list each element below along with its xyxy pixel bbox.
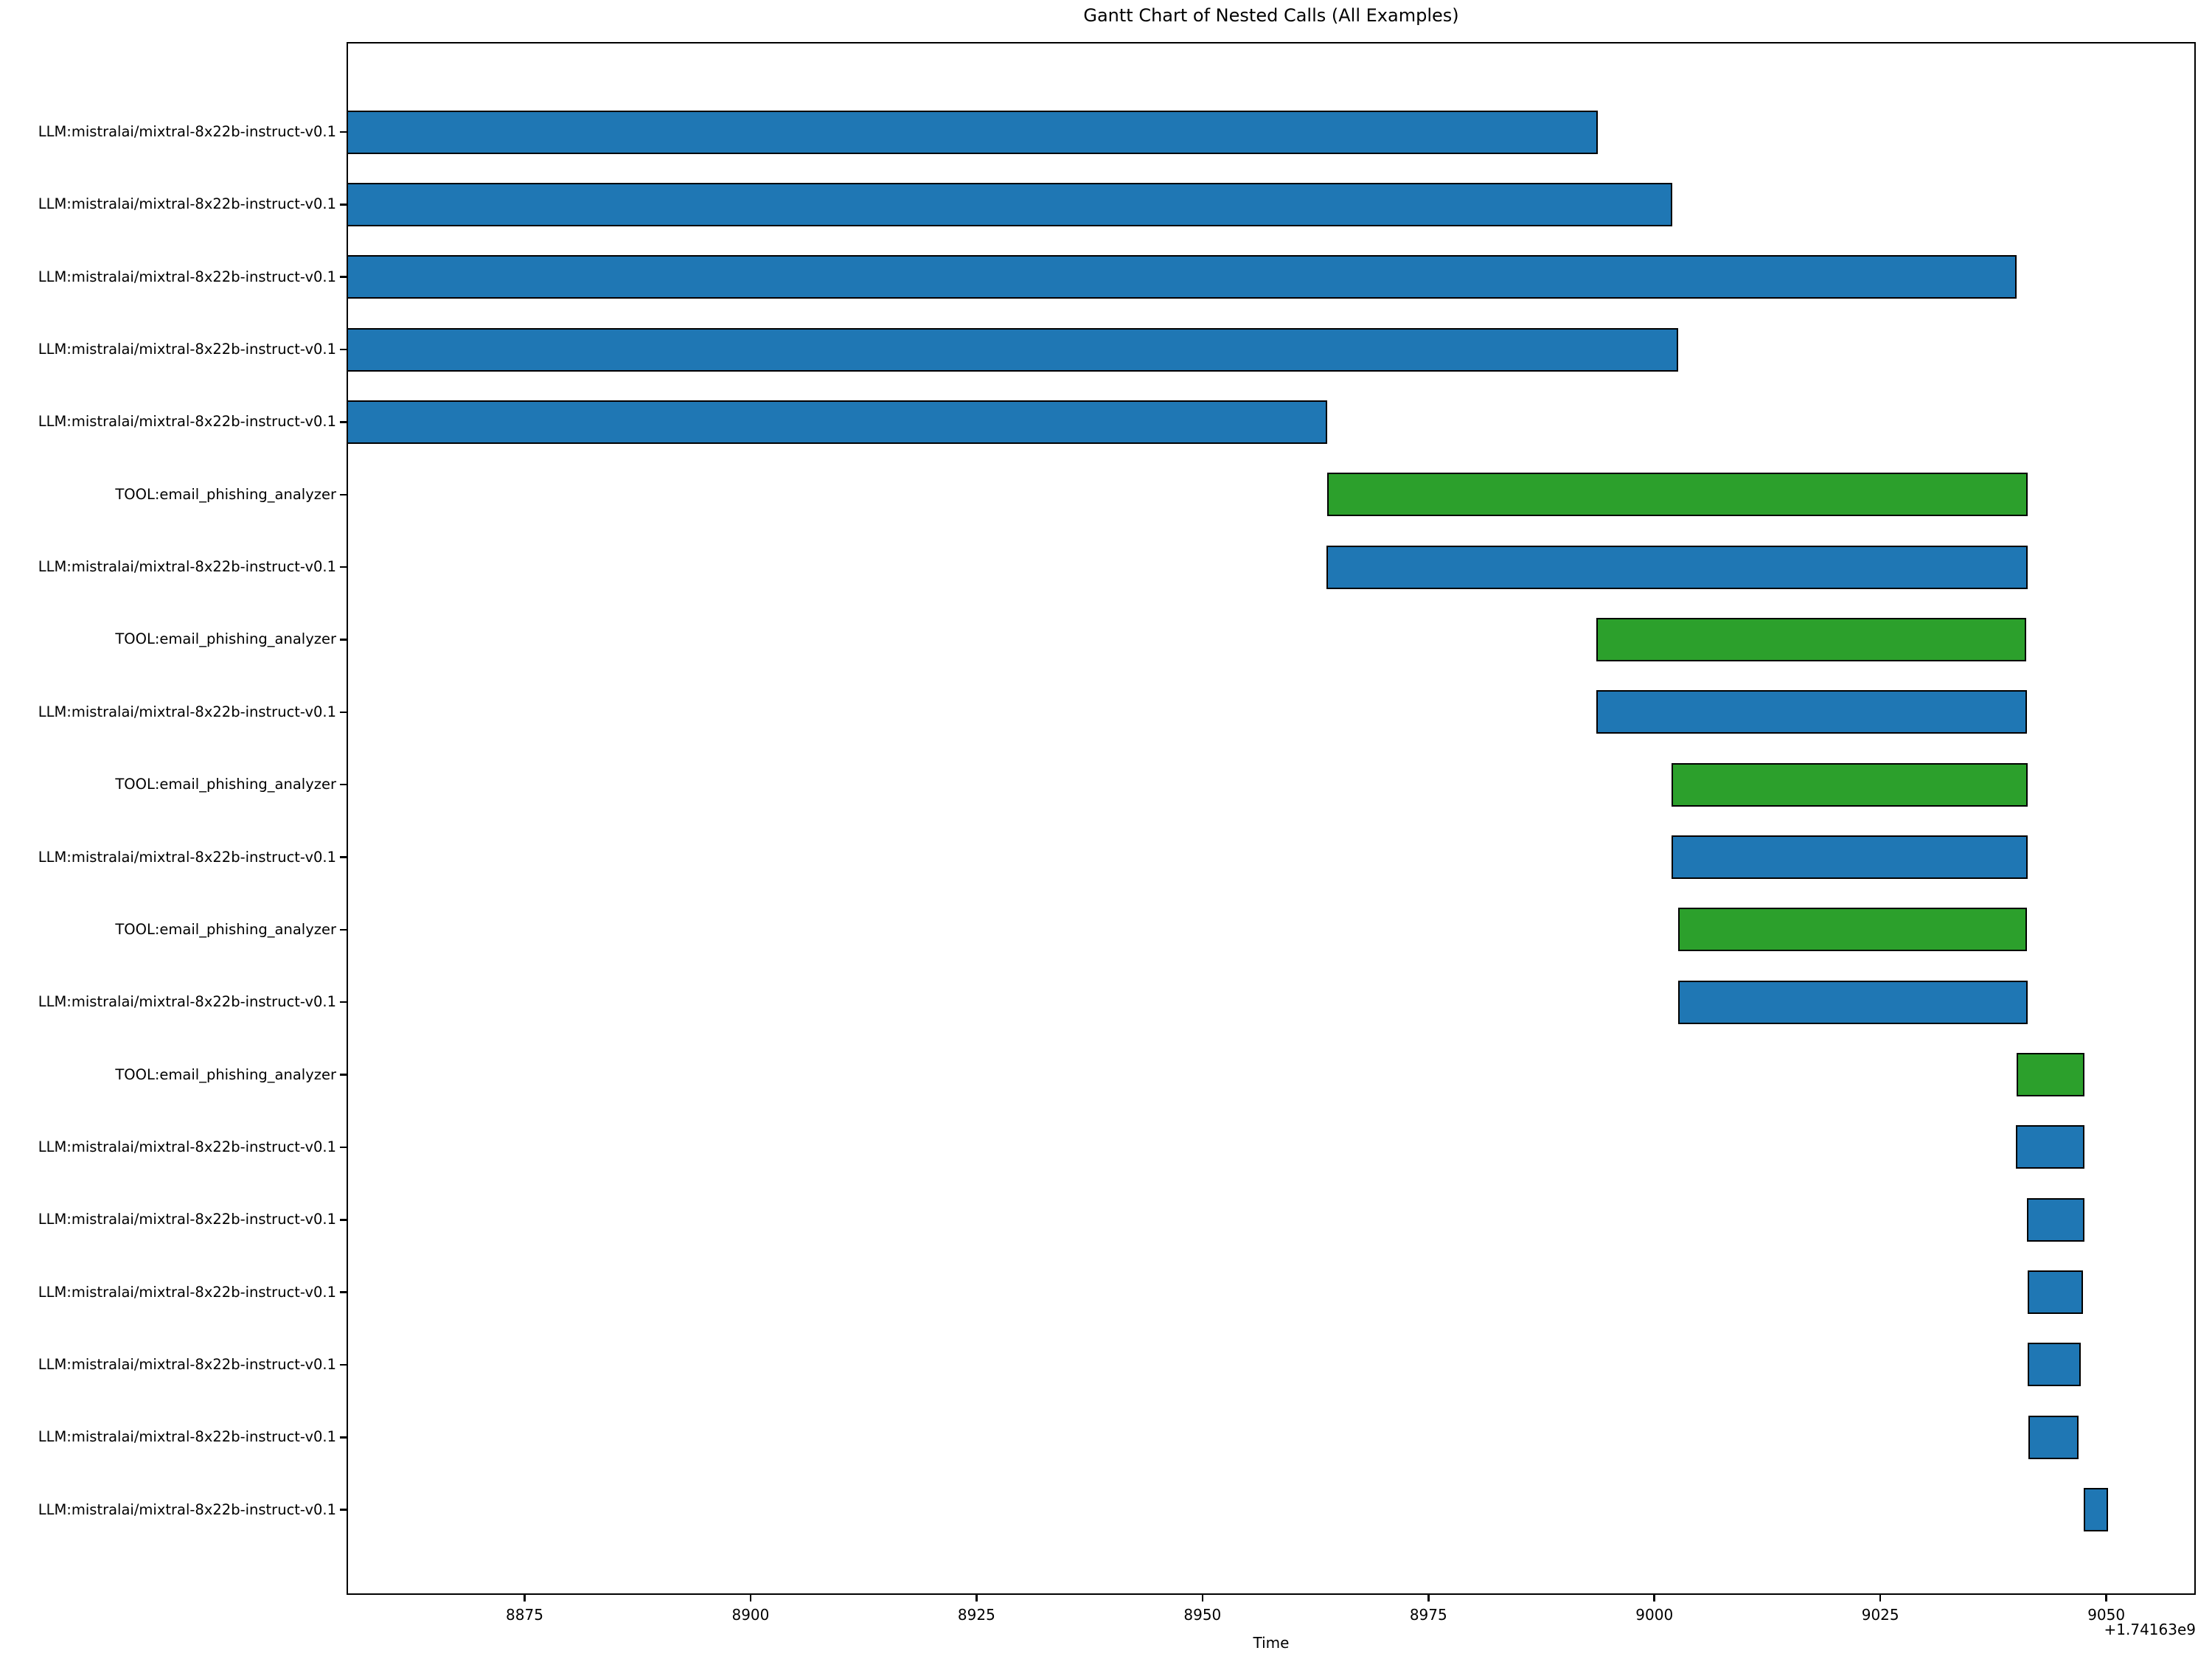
y-tick-label: LLM:mistralai/mixtral-8x22b-instruct-v0.… <box>38 413 336 431</box>
x-tick-label: 8875 <box>506 1606 543 1624</box>
x-tick-label: 8925 <box>957 1606 995 1624</box>
y-tick-label: LLM:mistralai/mixtral-8x22b-instruct-v0.… <box>38 1355 336 1373</box>
x-tick-label: 9050 <box>2087 1606 2126 1624</box>
x-tick-mark <box>1879 1595 1882 1601</box>
gantt-bar-tool <box>1677 908 2027 952</box>
gantt-bar-llm <box>347 110 1598 154</box>
y-tick-label: LLM:mistralai/mixtral-8x22b-instruct-v0.… <box>38 1500 336 1518</box>
y-tick-mark <box>340 204 347 206</box>
y-tick-label: LLM:mistralai/mixtral-8x22b-instruct-v0.… <box>38 703 336 720</box>
y-tick-mark <box>340 1001 347 1004</box>
gantt-bar-llm <box>1672 835 2028 879</box>
gantt-bar-tool <box>1672 762 2028 807</box>
y-tick-label: LLM:mistralai/mixtral-8x22b-instruct-v0.… <box>38 1428 336 1446</box>
x-axis-offset-text: +1.74163e9 <box>2104 1621 2197 1638</box>
y-tick-label: TOOL:email_phishing_analyzer <box>115 776 336 793</box>
y-tick-mark <box>340 1074 347 1076</box>
y-tick-label: LLM:mistralai/mixtral-8x22b-instruct-v0.… <box>38 1211 336 1228</box>
y-tick-label: LLM:mistralai/mixtral-8x22b-instruct-v0.… <box>38 558 336 576</box>
y-tick-mark <box>340 856 347 858</box>
x-tick-mark <box>1201 1595 1204 1601</box>
y-tick-mark <box>340 276 347 278</box>
x-tick-mark <box>749 1595 752 1601</box>
y-tick-mark <box>340 1436 347 1439</box>
x-tick-label: 8975 <box>1409 1606 1447 1624</box>
x-axis-title: Time <box>1253 1634 1290 1652</box>
y-tick-mark <box>340 131 347 133</box>
gantt-bar-llm <box>347 400 1327 444</box>
y-tick-label: LLM:mistralai/mixtral-8x22b-instruct-v0.… <box>38 268 336 285</box>
y-tick-mark <box>340 493 347 495</box>
y-tick-label: TOOL:email_phishing_analyzer <box>115 630 336 648</box>
y-tick-mark <box>340 1363 347 1366</box>
gantt-bar-llm <box>347 327 1678 372</box>
gantt-bar-llm <box>1677 980 2028 1024</box>
plot-area <box>347 42 2196 1595</box>
gantt-bar-llm <box>1596 690 2027 734</box>
y-tick-mark <box>340 566 347 568</box>
x-tick-mark <box>524 1595 526 1601</box>
y-tick-mark <box>340 421 347 423</box>
y-tick-mark <box>340 348 347 351</box>
x-tick-mark <box>975 1595 978 1601</box>
y-tick-label: LLM:mistralai/mixtral-8x22b-instruct-v0.… <box>38 993 336 1011</box>
gantt-bar-llm <box>2084 1488 2109 1532</box>
y-tick-label: LLM:mistralai/mixtral-8x22b-instruct-v0.… <box>38 341 336 358</box>
gantt-bar-tool <box>1596 617 2026 661</box>
x-tick-label: 9025 <box>1861 1606 1899 1624</box>
y-tick-mark <box>340 1291 347 1293</box>
x-tick-mark <box>2105 1595 2107 1601</box>
y-tick-label: TOOL:email_phishing_analyzer <box>115 485 336 503</box>
y-tick-mark <box>340 928 347 931</box>
y-tick-label: LLM:mistralai/mixtral-8x22b-instruct-v0.… <box>38 1138 336 1155</box>
y-tick-label: TOOL:email_phishing_analyzer <box>115 1065 336 1083</box>
gantt-bar-llm <box>347 182 1673 226</box>
y-tick-label: LLM:mistralai/mixtral-8x22b-instruct-v0.… <box>38 1283 336 1301</box>
gantt-bar-llm <box>2028 1343 2081 1387</box>
x-tick-label: 8900 <box>731 1606 770 1624</box>
x-tick-mark <box>1427 1595 1430 1601</box>
gantt-bar-llm <box>1326 545 2028 589</box>
gantt-bar-llm <box>2026 1197 2085 1242</box>
gantt-bar-tool <box>2017 1053 2085 1097</box>
y-tick-mark <box>340 639 347 641</box>
gantt-bar-llm <box>347 255 2017 299</box>
y-tick-label: LLM:mistralai/mixtral-8x22b-instruct-v0.… <box>38 123 336 140</box>
y-tick-mark <box>340 1219 347 1221</box>
y-tick-label: LLM:mistralai/mixtral-8x22b-instruct-v0.… <box>38 848 336 866</box>
y-tick-mark <box>340 1509 347 1511</box>
y-tick-mark <box>340 783 347 786</box>
y-tick-mark <box>340 711 347 714</box>
x-tick-label: 8950 <box>1183 1606 1222 1624</box>
chart-title: Gantt Chart of Nested Calls (All Example… <box>1083 5 1459 26</box>
y-tick-label: TOOL:email_phishing_analyzer <box>115 920 336 938</box>
x-tick-label: 9000 <box>1635 1606 1674 1624</box>
gantt-bar-llm <box>2028 1415 2079 1459</box>
gantt-bar-llm <box>2016 1125 2085 1169</box>
gantt-bar-llm <box>2028 1270 2083 1315</box>
y-tick-mark <box>340 1146 347 1149</box>
gantt-bar-tool <box>1327 473 2028 517</box>
y-tick-label: LLM:mistralai/mixtral-8x22b-instruct-v0.… <box>38 195 336 213</box>
x-tick-mark <box>1653 1595 1655 1601</box>
